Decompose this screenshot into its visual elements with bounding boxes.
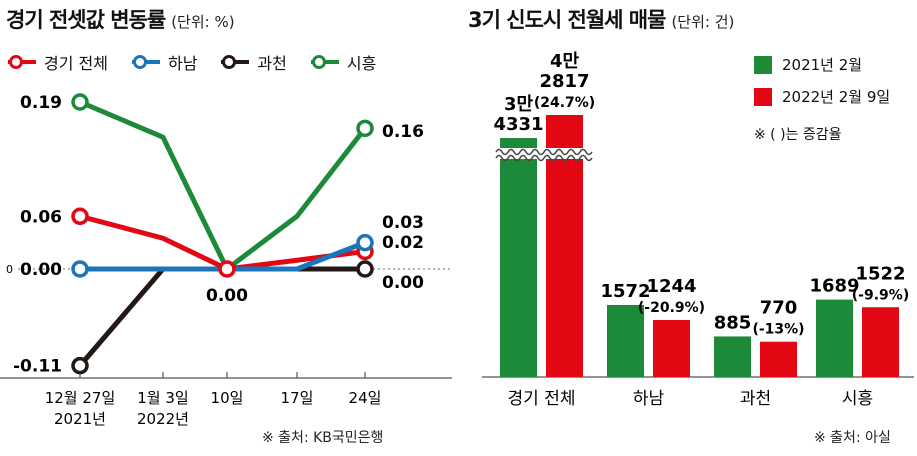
legend-label-2022: 2022년 2월 9일	[782, 88, 891, 106]
legend-label: 하남	[167, 54, 198, 73]
category-label: 시흥	[842, 389, 873, 409]
line-chart: 0 12월 27일 2021년 1월 3일 2022년 10일 17일 24일 0.06 0.00…	[0, 93, 452, 428]
legend-item: 시흥	[309, 50, 376, 74]
legend-item: 경기 전체	[6, 50, 108, 74]
category-label: 하남	[633, 389, 665, 409]
left-chart-unit: (단위: %)	[171, 13, 235, 31]
x-tick-label: 1월 3일	[137, 389, 188, 407]
axis-break-gap	[496, 148, 587, 159]
legend-2022: 2022년 2월 9일	[754, 86, 890, 107]
bar	[607, 304, 644, 377]
data-point	[218, 260, 236, 278]
legend-label: 시흥	[346, 54, 377, 73]
legend-swatch-2021	[754, 55, 772, 74]
legend-marker-icon	[310, 55, 339, 69]
end-value-label: 0.16	[382, 122, 424, 142]
bar-value-label: 885	[714, 312, 752, 333]
bar	[760, 341, 797, 377]
bar-value-label: 4만	[550, 51, 580, 72]
start-value-label: 0.00	[20, 260, 62, 280]
bar-value-label: (-9.9%)	[852, 287, 909, 303]
left-source: ※ 출처: KB국민은행	[262, 430, 384, 446]
right-chart-unit: (단위: 건)	[671, 13, 735, 31]
category-label: 과천	[740, 389, 771, 409]
bar	[500, 138, 537, 377]
legend-marker-icon	[221, 55, 250, 69]
bar-value-label: (24.7%)	[534, 95, 595, 111]
bar	[653, 320, 690, 377]
legend-swatch-2022	[754, 87, 772, 106]
axis-break-icon	[495, 154, 593, 162]
data-point	[356, 260, 374, 278]
end-value-label: 0.02	[382, 233, 424, 253]
start-value-label: 0.06	[20, 207, 62, 227]
x-tick-label: 24일	[349, 389, 382, 407]
data-point	[71, 356, 89, 375]
left-chart-panel: 경기 전셋값 변동률 (단위: %) 경기 전체 하남 과천 시흥 0 12월 27일 20…	[0, 0, 455, 456]
axis-break-icon	[495, 148, 593, 156]
x-tick-label: 10일	[211, 389, 244, 407]
series-line	[79, 99, 367, 272]
right-chart-panel: 3기 신도시 전월세 매물 (단위: 건) 2021년 2월 2022년 2월 9…	[462, 0, 917, 456]
right-chart-title: 3기 신도시 전월세 매물 (단위: 건)	[468, 4, 734, 34]
data-point	[71, 207, 89, 226]
legend-marker-icon	[131, 55, 160, 69]
bar-value-label: 1244	[646, 276, 696, 297]
bar	[714, 336, 751, 377]
legend-item: 하남	[130, 50, 197, 74]
legend-label-2021: 2021년 2월	[782, 56, 863, 74]
data-point	[71, 260, 89, 278]
bar-value-label: 1689	[809, 276, 859, 297]
legend-label: 과천	[257, 54, 287, 73]
end-value-label: 0.00	[382, 273, 424, 293]
bar-value-label: (-20.9%)	[638, 300, 705, 316]
right-source: ※ 출처: 아실	[814, 430, 891, 446]
center-value-label: 0.00	[206, 286, 248, 306]
left-chart-title-text: 경기 전셋값 변동률	[6, 8, 166, 32]
bar	[816, 299, 853, 377]
zero-marker-label: 0	[6, 263, 13, 276]
start-value-label: -0.11	[13, 357, 62, 377]
data-point	[356, 119, 374, 138]
x-tick-label: 12월 27일	[45, 389, 116, 407]
legend-2021: 2021년 2월	[754, 54, 862, 75]
bar-value-label: 2817	[539, 71, 589, 92]
left-chart-title: 경기 전셋값 변동률 (단위: %)	[6, 4, 235, 34]
legend-marker-icon	[8, 55, 36, 69]
bar-value-label: 1572	[600, 281, 650, 302]
x-tick-sublabel: 2021년	[54, 410, 106, 428]
bar-value-label: 1522	[855, 263, 905, 284]
data-point	[71, 93, 89, 111]
bar-value-label: 770	[760, 298, 798, 319]
legend-item: 과천	[219, 50, 287, 74]
change-rate-note: ※ ( )는 증감율	[754, 127, 842, 143]
bar-value-label: 4331	[493, 114, 543, 135]
legend-label: 경기 전체	[44, 54, 108, 73]
end-value-label: 0.03	[382, 213, 424, 233]
x-tick-label: 17일	[281, 389, 314, 407]
bar-value-label: (-13%)	[752, 322, 804, 338]
x-tick-sublabel: 2022년	[137, 410, 189, 428]
bar	[862, 307, 899, 377]
category-label: 경기 전체	[508, 389, 576, 409]
bar-value-label: 3만	[504, 94, 534, 115]
series-line	[78, 266, 365, 368]
start-value-label: 0.19	[20, 93, 62, 113]
left-legend: 경기 전체 하남 과천 시흥	[6, 50, 376, 74]
data-point	[356, 233, 374, 252]
right-chart-title-text: 3기 신도시 전월세 매물	[468, 8, 666, 32]
